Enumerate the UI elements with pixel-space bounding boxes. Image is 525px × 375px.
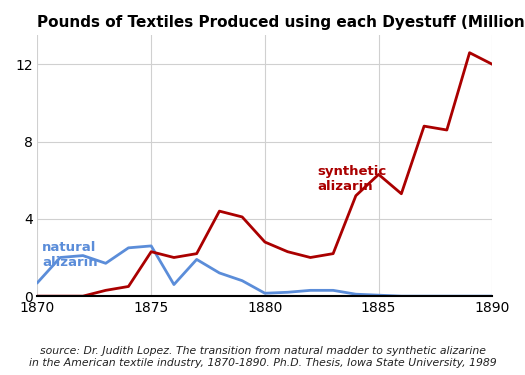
Text: natural
alizarin: natural alizarin [42, 241, 98, 269]
Text: source: Dr. Judith Lopez. The transition from natural madder to synthetic alizar: source: Dr. Judith Lopez. The transition… [29, 346, 496, 368]
Text: synthetic
alizarin: synthetic alizarin [317, 165, 386, 193]
Text: Pounds of Textiles Produced using each Dyestuff (Millions): Pounds of Textiles Produced using each D… [37, 15, 525, 30]
